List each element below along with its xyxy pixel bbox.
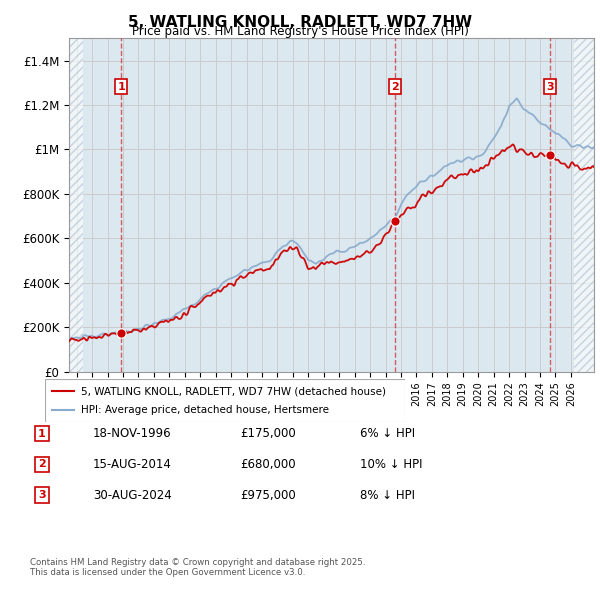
Text: 18-NOV-1996: 18-NOV-1996 <box>93 427 172 440</box>
Point <box>545 150 555 160</box>
Text: 3: 3 <box>547 81 554 91</box>
Text: £975,000: £975,000 <box>240 489 296 502</box>
Text: 5, WATLING KNOLL, RADLETT, WD7 7HW: 5, WATLING KNOLL, RADLETT, WD7 7HW <box>128 15 472 30</box>
Text: Price paid vs. HM Land Registry's House Price Index (HPI): Price paid vs. HM Land Registry's House … <box>131 25 469 38</box>
Point <box>391 216 400 225</box>
Text: 2: 2 <box>391 81 399 91</box>
Text: 6% ↓ HPI: 6% ↓ HPI <box>360 427 415 440</box>
Bar <box>69 38 83 372</box>
Text: 10% ↓ HPI: 10% ↓ HPI <box>360 458 422 471</box>
Text: Contains HM Land Registry data © Crown copyright and database right 2025.
This d: Contains HM Land Registry data © Crown c… <box>30 558 365 577</box>
Text: 30-AUG-2024: 30-AUG-2024 <box>93 489 172 502</box>
Text: 1: 1 <box>118 81 125 91</box>
Text: 15-AUG-2014: 15-AUG-2014 <box>93 458 172 471</box>
Text: 8% ↓ HPI: 8% ↓ HPI <box>360 489 415 502</box>
Text: 3: 3 <box>38 490 46 500</box>
Text: £175,000: £175,000 <box>240 427 296 440</box>
Text: £680,000: £680,000 <box>240 458 296 471</box>
Text: 2: 2 <box>38 460 46 469</box>
Text: 1: 1 <box>38 429 46 438</box>
Text: HPI: Average price, detached house, Hertsmere: HPI: Average price, detached house, Hert… <box>81 405 329 415</box>
Bar <box>574 38 594 372</box>
FancyBboxPatch shape <box>45 379 405 422</box>
Text: 5, WATLING KNOLL, RADLETT, WD7 7HW (detached house): 5, WATLING KNOLL, RADLETT, WD7 7HW (deta… <box>81 386 386 396</box>
Point <box>116 328 126 337</box>
